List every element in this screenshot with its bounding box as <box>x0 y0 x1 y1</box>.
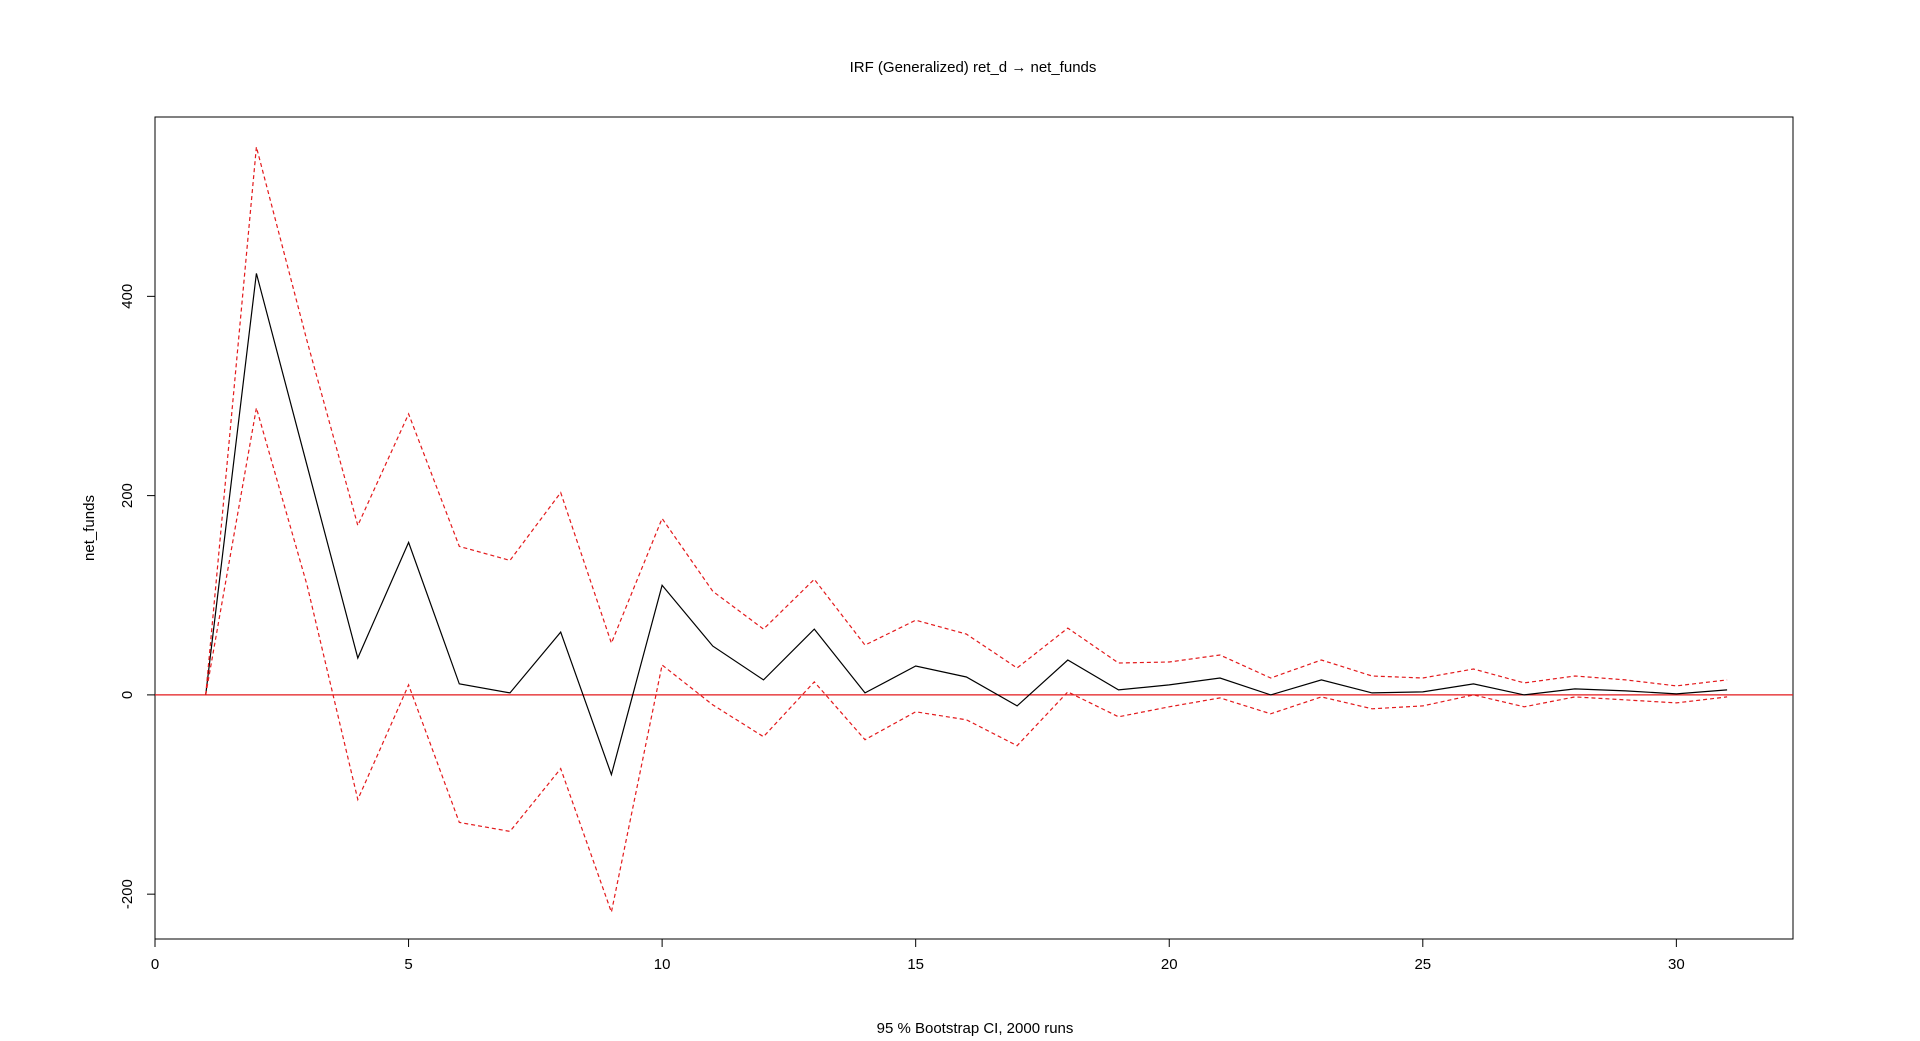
y-tick-label: 200 <box>119 483 136 508</box>
chart-title: IRF (Generalized) ret_d → net_funds <box>850 59 1097 76</box>
x-tick-label: 25 <box>1414 956 1431 973</box>
series-line-irf <box>205 273 1728 777</box>
y-axis-label: net_funds <box>81 495 98 561</box>
series-line-lower <box>205 407 1728 915</box>
series-line-upper <box>205 146 1728 695</box>
x-tick-label: 30 <box>1668 956 1685 973</box>
y-tick-label: -200 <box>119 879 136 909</box>
x-tick-label: 0 <box>151 956 159 973</box>
plot-frame <box>154 116 1794 940</box>
y-tick-label: 400 <box>119 284 136 309</box>
x-tick-label: 15 <box>907 956 924 973</box>
y-axis: -200 0 200 400 <box>119 284 156 909</box>
x-tick-label: 20 <box>1161 956 1178 973</box>
x-axis-label: 95 % Bootstrap CI, 2000 runs <box>877 1020 1074 1037</box>
y-tick-label: 0 <box>119 691 136 699</box>
x-axis: 0 5 10 15 20 25 30 <box>151 938 1685 973</box>
x-tick-label: 5 <box>404 956 412 973</box>
series-layer <box>205 146 1728 915</box>
x-tick-label: 10 <box>654 956 671 973</box>
